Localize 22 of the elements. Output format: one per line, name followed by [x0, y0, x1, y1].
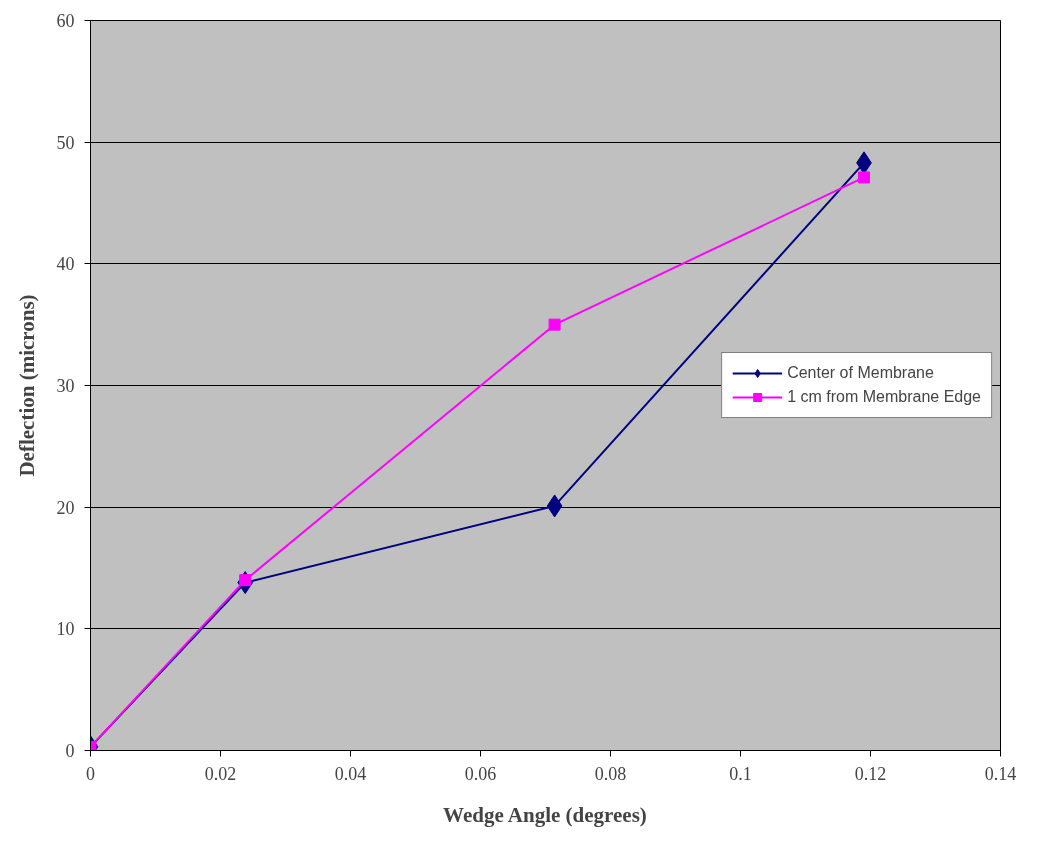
- x-tick-label: 0.14: [984, 763, 1017, 784]
- x-axis-title: Wedge Angle (degrees): [443, 802, 647, 827]
- legend-label: 1 cm from Membrane Edge: [787, 388, 981, 406]
- y-tick-label: 50: [56, 132, 75, 153]
- y-tick-label: 0: [65, 741, 75, 761]
- y-tick-label: 60: [56, 11, 75, 31]
- y-tick-label: 20: [56, 497, 75, 518]
- point: [858, 171, 870, 184]
- y-axis-title: Deflection (microns): [14, 294, 39, 477]
- x-tick-label: 0: [86, 763, 95, 784]
- point: [548, 318, 561, 331]
- y-tick-label: 10: [56, 619, 75, 640]
- x-tick-label: 0.04: [334, 763, 367, 784]
- y-tick-label: 30: [56, 376, 75, 396]
- x-tick-label: 0.06: [464, 763, 497, 784]
- x-tick-label: 0.1: [729, 763, 752, 784]
- legend-label: Center of Membrane: [787, 364, 934, 382]
- y-tick-label: 40: [56, 254, 75, 275]
- x-tick-label: 0.12: [854, 763, 887, 784]
- x-tick-label: 0.08: [594, 763, 627, 784]
- x-tick-label: 0.02: [204, 763, 237, 784]
- point: [546, 494, 563, 518]
